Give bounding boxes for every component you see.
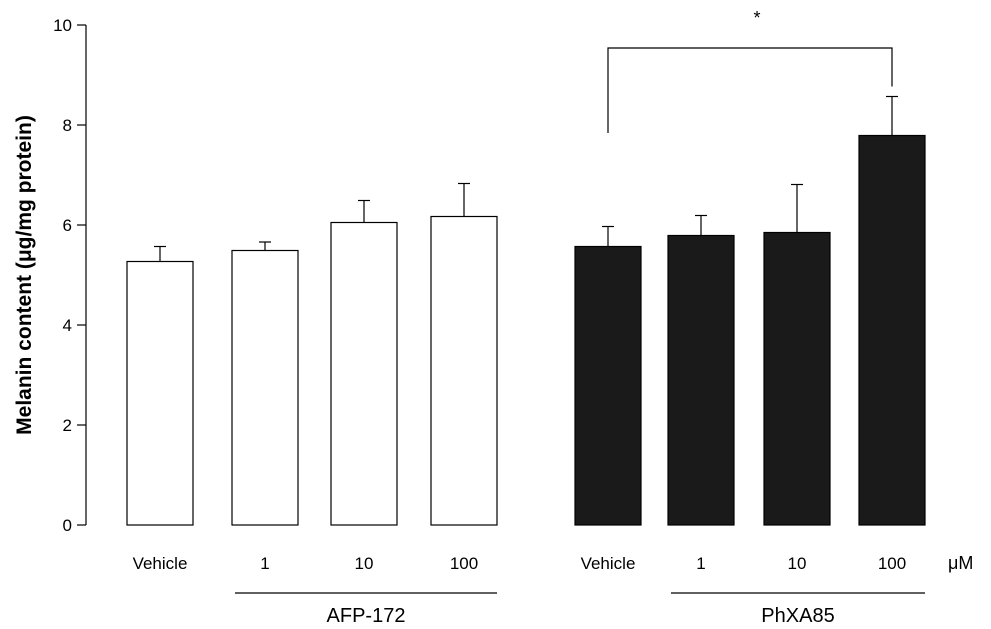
category-label: 1 (260, 554, 269, 573)
bar-phxa85-1 (667, 234, 735, 526)
y-tick-label: 4 (63, 316, 72, 335)
y-tick-label: 2 (63, 416, 72, 435)
y-tick-label: 6 (63, 216, 72, 235)
bar-phxa85-vehicle (574, 245, 642, 526)
unit-label: μM (948, 553, 973, 573)
bar-afp-172-vehicle (126, 260, 194, 526)
bar-afp-172-10 (330, 221, 398, 526)
category-label: 100 (878, 554, 906, 573)
significance-bracket: * (607, 8, 893, 133)
bar-phxa85-100 (858, 134, 926, 526)
significance-bracket-line (607, 47, 893, 133)
category-label: Vehicle (581, 554, 636, 573)
y-axis-label: Melanin content (μg/mg protein) (13, 115, 36, 435)
group-labels: AFP-172 PhXA85 (235, 592, 925, 627)
category-label: 1 (696, 554, 705, 573)
group-label: PhXA85 (761, 605, 834, 627)
category-label: 10 (788, 554, 807, 573)
bars (126, 134, 926, 526)
category-label: Vehicle (133, 554, 188, 573)
y-axis: 0 2 4 6 8 10 (53, 16, 87, 535)
category-label: 10 (355, 554, 374, 573)
y-tick-label: 0 (63, 516, 72, 535)
y-tick-label: 10 (53, 16, 72, 35)
bar-phxa85-10 (763, 231, 831, 526)
bar-afp-172-100 (430, 215, 498, 526)
category-labels: Vehicle 1 10 100 Vehicle 1 10 100 (133, 554, 907, 573)
bar-afp-172-1 (231, 249, 299, 526)
y-tick-label: 8 (63, 116, 72, 135)
significance-asterisk: * (753, 8, 760, 28)
error-bars (154, 95, 898, 262)
category-label: 100 (450, 554, 478, 573)
group-label: AFP-172 (327, 605, 406, 627)
